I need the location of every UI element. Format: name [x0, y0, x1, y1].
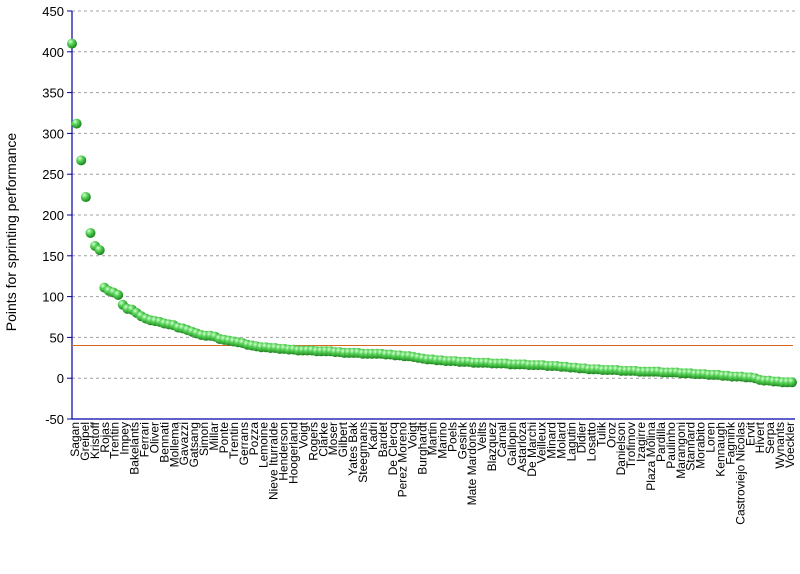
- x-category-label: Moser: [326, 422, 340, 455]
- x-category-label: De Clercq: [386, 422, 400, 475]
- x-category-label: Hivert: [753, 421, 767, 453]
- x-category-label: Paulinho: [664, 422, 678, 469]
- data-point: [67, 38, 77, 49]
- data-point: [76, 155, 87, 166]
- data-points: [67, 38, 797, 388]
- x-category-label: Ponte: [217, 422, 231, 454]
- data-point: [80, 192, 91, 203]
- x-category-label: De Marchi: [525, 422, 539, 477]
- data-point: [94, 245, 105, 256]
- x-category-label: Pardilla: [654, 422, 668, 462]
- x-category-label: Bardet: [376, 421, 390, 457]
- data-point: [787, 377, 797, 388]
- x-category-label: Martin: [426, 422, 440, 455]
- x-category-label: Veilleux: [535, 422, 549, 463]
- x-category-label: Voigt: [406, 421, 420, 448]
- x-category-label: Oroz: [604, 422, 618, 448]
- x-category-label: Stannard: [684, 422, 698, 471]
- x-category-label: Gerrans: [237, 422, 251, 465]
- x-category-label: Mollema: [167, 422, 181, 468]
- y-tick-label: 50: [50, 330, 64, 345]
- x-category-label: Minard: [545, 422, 559, 459]
- x-category-label: Veilts: [475, 422, 489, 451]
- x-category-label: Plaza Molina: [644, 422, 658, 491]
- x-category-label: Millar: [207, 422, 221, 451]
- data-point: [85, 227, 96, 238]
- y-tick-label: 300: [42, 126, 64, 141]
- y-tick-label: 200: [42, 208, 64, 223]
- x-category-label: Bennati: [157, 422, 171, 463]
- x-category-label: Gallopin: [505, 422, 519, 466]
- x-category-label: Marino: [435, 422, 449, 459]
- x-category-label: Impey: [118, 422, 132, 455]
- x-category-label: Pozza: [247, 422, 261, 456]
- y-tick-labels: 450 400 350 300 250 200 150 100 50 0 -50: [42, 4, 64, 427]
- x-category-label: Voeckler: [783, 422, 797, 468]
- x-category-label: Danielson: [614, 422, 628, 475]
- x-category-label: Trentin: [108, 422, 122, 459]
- x-category-label: Henderson: [277, 422, 291, 481]
- y-tick-label: 250: [42, 167, 64, 182]
- x-category-label: Gesink: [455, 421, 469, 459]
- x-category-label: Rogers: [306, 422, 320, 461]
- x-category-label: Voigt: [296, 421, 310, 448]
- x-category-label: Loren: [704, 422, 718, 453]
- grid-lines: [72, 10, 795, 379]
- x-category-label: Marangoni: [674, 422, 688, 479]
- x-category-label: Ervit: [743, 421, 757, 446]
- x-category-label: Trofimov: [624, 422, 638, 468]
- y-tick-label: 350: [42, 86, 64, 101]
- x-category-label: Sagan: [68, 422, 82, 457]
- x-category-label: Fagnink: [723, 421, 737, 465]
- x-category-label: Astarloza: [515, 422, 529, 472]
- x-category-label: Steegmans: [356, 422, 370, 483]
- x-category-label: Hoogerland: [286, 422, 300, 484]
- axes: [67, 10, 795, 420]
- x-category-label: Carnal: [495, 422, 509, 457]
- x-category-label: Mate Mardones: [465, 422, 479, 505]
- x-category-label: Simon: [197, 422, 211, 456]
- x-category-label: Gavazzi: [177, 422, 191, 465]
- x-category-label: Morabito: [694, 422, 708, 469]
- x-category-label: Oliver: [147, 422, 161, 453]
- data-point: [71, 118, 82, 129]
- x-category-label: Burghardt: [416, 421, 430, 474]
- x-category-label: Wynants: [773, 422, 787, 469]
- x-category-labels: SaganGreipelKristoffRojasTrentinImpeyBak…: [68, 421, 797, 525]
- y-tick-label: -50: [45, 412, 64, 427]
- x-category-label: Castroviejo Nicolas: [733, 422, 747, 525]
- data-point: [113, 289, 124, 300]
- x-category-label: Gilbert: [336, 421, 350, 457]
- y-tick-label: 400: [42, 45, 64, 60]
- x-category-label: Blazquez: [485, 422, 499, 471]
- x-category-label: Trentin: [227, 422, 241, 459]
- x-category-label: Kristoff: [88, 421, 102, 459]
- x-category-label: Lagutin: [565, 422, 579, 461]
- y-tick-label: 0: [57, 371, 64, 386]
- x-category-label: Didier: [574, 422, 588, 453]
- x-category-label: Tulik: [594, 421, 608, 447]
- x-category-label: Izagirre: [634, 422, 648, 462]
- x-category-label: Yates Bak: [346, 421, 360, 476]
- y-axis-title: Points for sprinting performance: [3, 133, 19, 332]
- x-category-label: Nieve Iturralde: [267, 422, 281, 500]
- x-category-label: Clarke: [316, 422, 330, 457]
- x-category-label: Poels: [445, 422, 459, 452]
- x-category-label: Kadri: [366, 422, 380, 450]
- x-category-label: Losatto: [584, 422, 598, 462]
- y-tick-label: 100: [42, 290, 64, 305]
- x-category-label: Serpa: [763, 422, 777, 454]
- y-tick-label: 150: [42, 249, 64, 264]
- x-category-label: Gatsang: [187, 422, 201, 467]
- x-category-label: Kennaugh: [713, 422, 727, 477]
- x-category-label: Rojas: [98, 422, 112, 453]
- x-category-label: Bakelants: [128, 422, 142, 475]
- y-tick-label: 450: [42, 4, 64, 19]
- x-category-label: Lemoine: [257, 422, 271, 468]
- x-category-label: Molard: [555, 422, 569, 459]
- x-category-label: Greipel: [78, 422, 92, 461]
- x-category-label: Ferrari: [138, 422, 152, 457]
- x-category-label: Perez Moreno: [396, 422, 410, 498]
